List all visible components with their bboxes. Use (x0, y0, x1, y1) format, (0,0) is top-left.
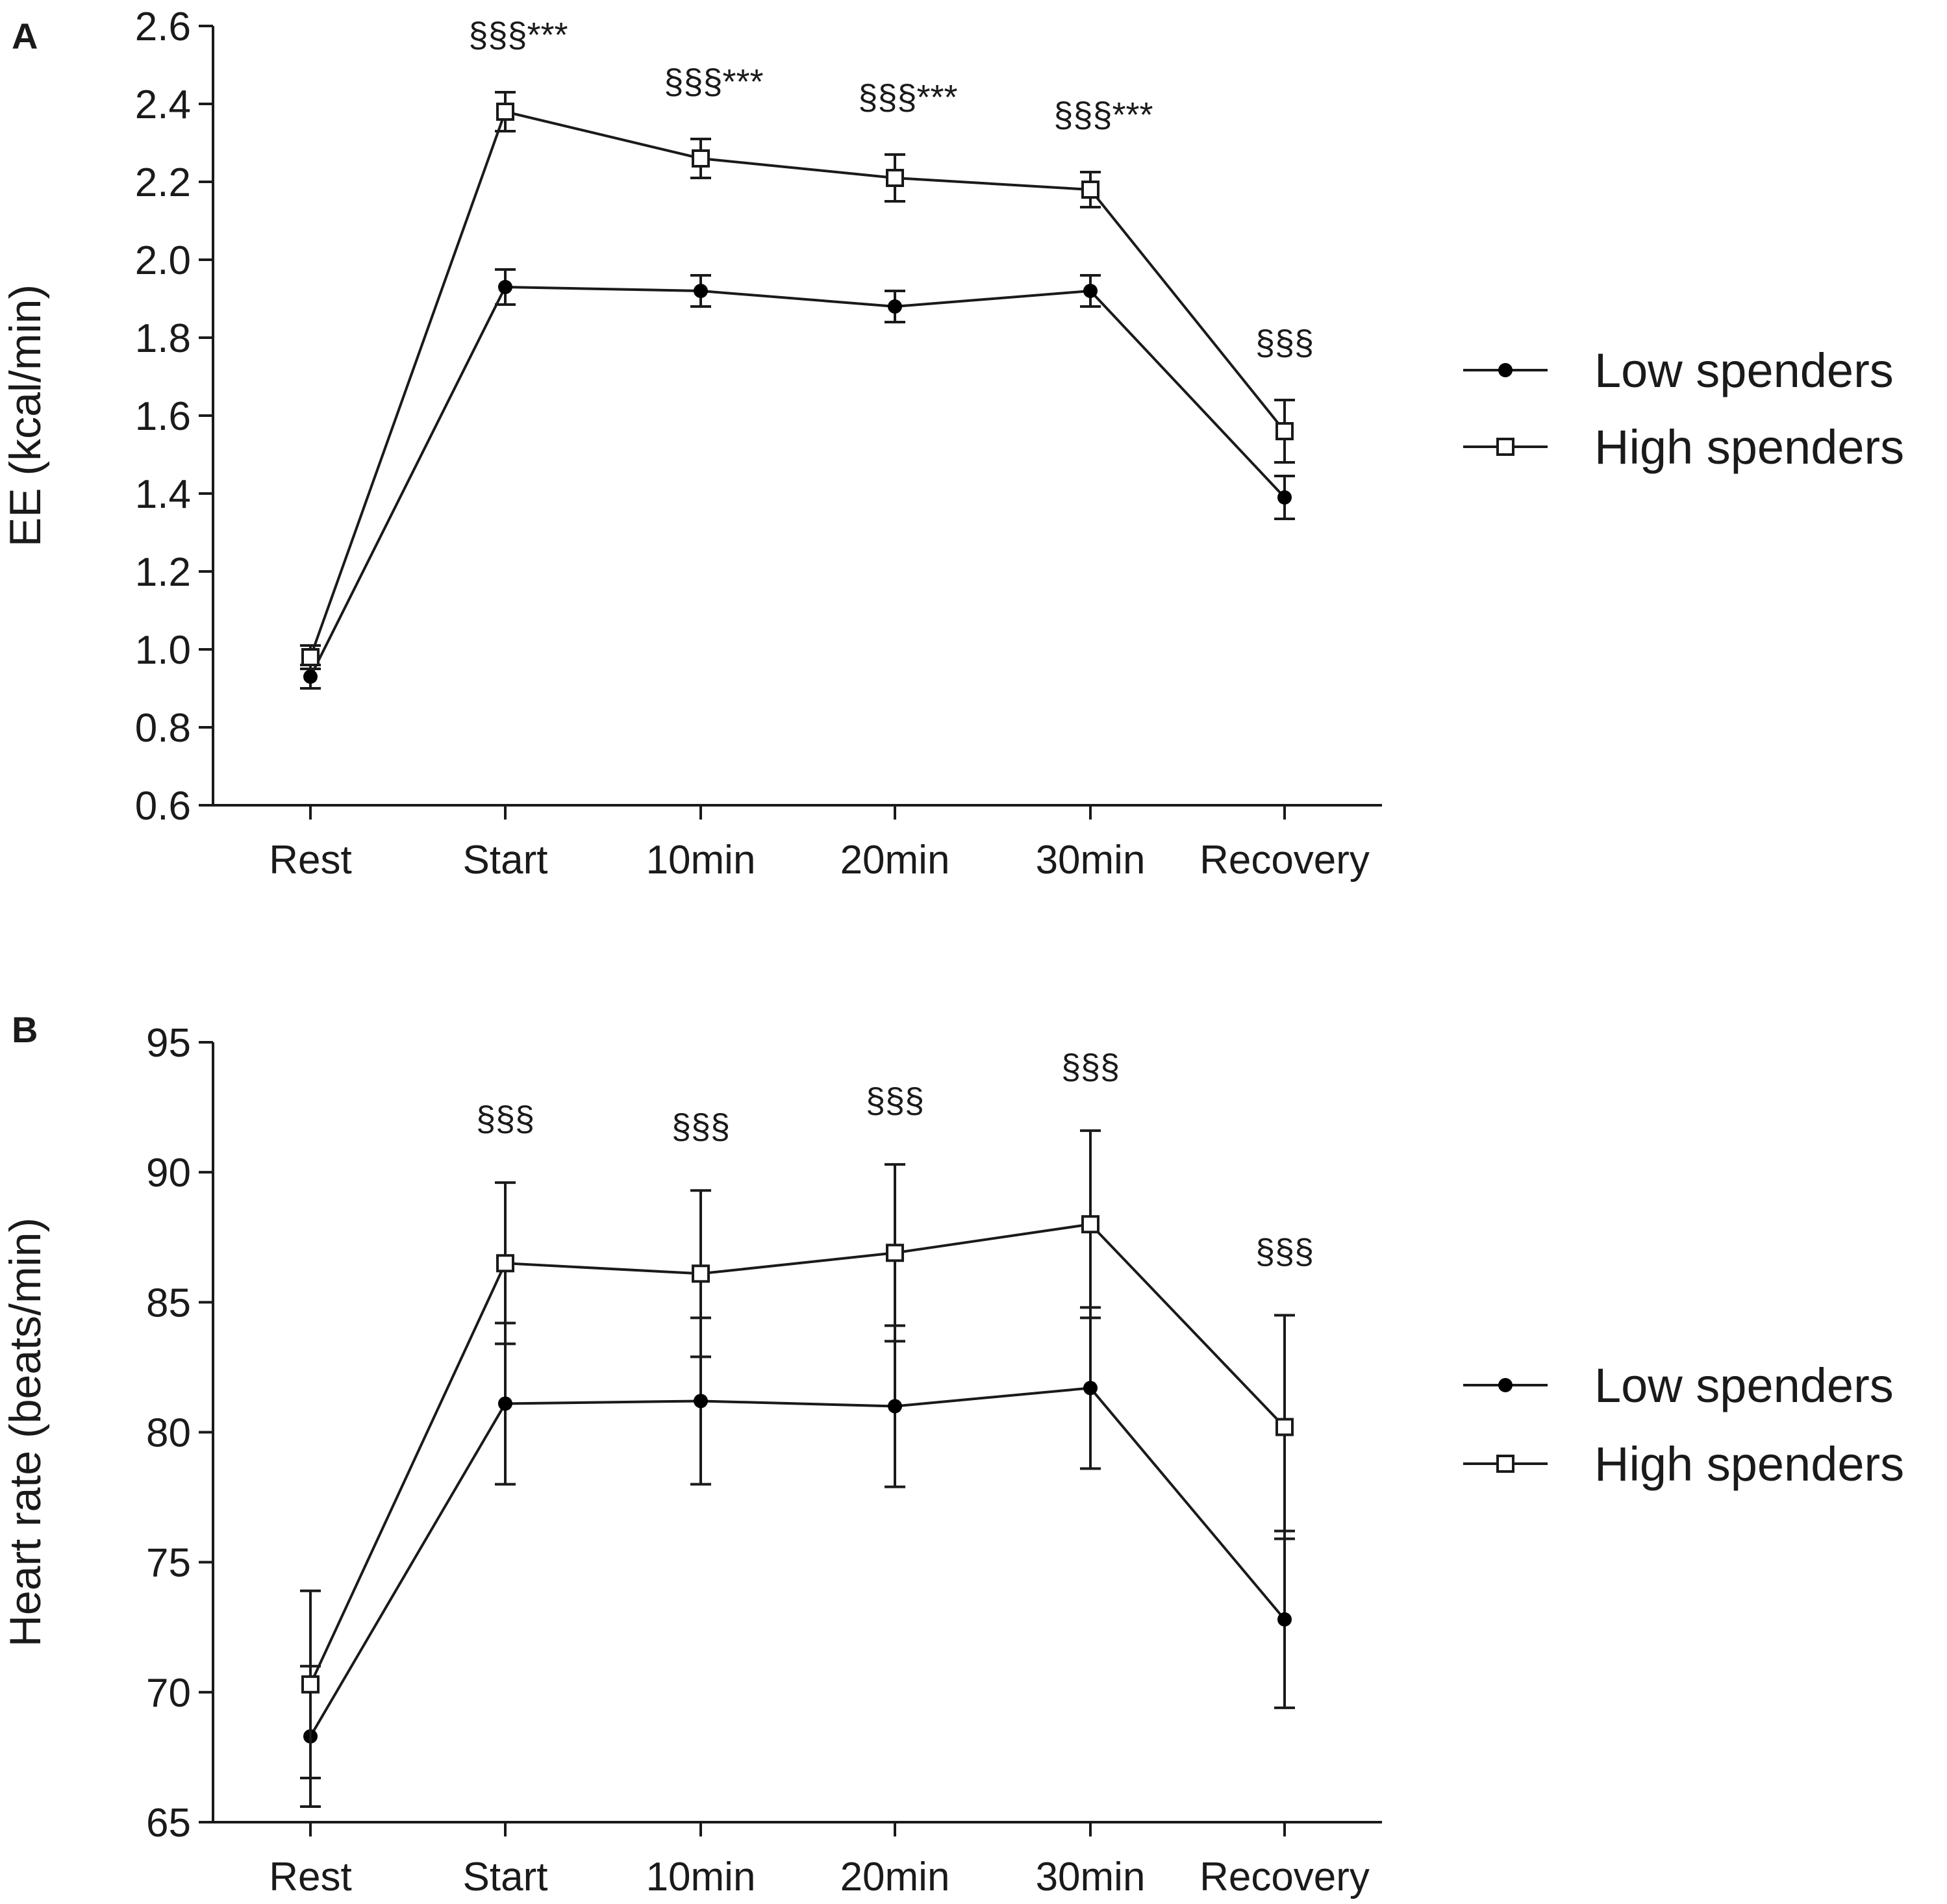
significance-label: §§§*** (664, 62, 763, 101)
legend-label: High spenders (1594, 1437, 1904, 1491)
data-point (303, 670, 318, 684)
data-point (496, 1254, 514, 1273)
y-tick-label: 2.2 (135, 160, 191, 205)
data-point (886, 1244, 904, 1262)
data-point (301, 648, 320, 666)
significance-label: §§§ (476, 1099, 534, 1138)
data-point (886, 169, 904, 187)
data-point (1277, 1612, 1292, 1627)
legend-item: High spenders (1463, 420, 1904, 474)
data-point (1275, 1418, 1294, 1436)
y-tick-label: 0.6 (135, 784, 191, 829)
y-tick-label: 2.6 (135, 5, 191, 49)
y-tick-label: 1.0 (135, 628, 191, 673)
series-high-spenders (300, 91, 1295, 670)
data-point (692, 1264, 710, 1283)
legend-item: Low spenders (1463, 344, 1894, 397)
y-tick-label: 95 (146, 1021, 191, 1066)
x-tick-label: Rest (269, 1855, 351, 1899)
legend-label: Low spenders (1594, 344, 1894, 397)
x-tick-label: 10min (646, 838, 756, 883)
significance-label: §§§*** (858, 78, 957, 117)
x-tick-label: 10min (646, 1855, 756, 1899)
y-tick-label: 70 (146, 1671, 191, 1716)
y-axis-title: EE (kcal/min) (1, 284, 50, 547)
legend-marker (1498, 363, 1513, 377)
data-point (1275, 422, 1294, 440)
significance-label: §§§ (672, 1107, 730, 1146)
series-high-spenders (300, 1129, 1295, 1779)
x-tick-label: 30min (1036, 838, 1146, 883)
series-line (309, 110, 1286, 658)
significance-label: §§§*** (468, 16, 568, 55)
chart-panel-a: A 0.6 0.8 1.0 1.2 1.4 1.6 1.8 2.0 2.2 2.4 2.6 Rest St… (1, 5, 1904, 883)
data-point (1277, 490, 1292, 505)
data-point (888, 299, 902, 314)
significance-label: §§§ (1061, 1047, 1120, 1086)
data-point (694, 1394, 708, 1409)
legend-item: Low spenders (1463, 1359, 1894, 1412)
data-point (888, 1399, 902, 1414)
legend-label: High spenders (1594, 420, 1904, 474)
x-tick-label: Start (463, 1855, 548, 1899)
legend-marker (1496, 1455, 1514, 1473)
data-point (1083, 1381, 1098, 1396)
x-tick-label: Recovery (1200, 1855, 1370, 1899)
data-point (1083, 284, 1098, 298)
y-tick-label: 75 (146, 1541, 191, 1586)
y-tick-label: 85 (146, 1281, 191, 1325)
series-low-spenders (300, 268, 1295, 690)
y-axis-title: Heart rate (beats/min) (1, 1218, 50, 1647)
x-tick-label: 20min (840, 838, 950, 883)
data-point (498, 1396, 512, 1411)
legend-item: High spenders (1463, 1437, 1904, 1491)
y-tick-label: 1.4 (135, 472, 191, 517)
data-point (1081, 181, 1099, 199)
x-tick-label: Rest (269, 838, 351, 883)
significance-label: §§§ (1255, 323, 1314, 362)
y-tick-label: 1.8 (135, 316, 191, 361)
panel-letter: A (12, 16, 38, 56)
y-tick-label: 2.4 (135, 82, 191, 127)
y-tick-label: 1.6 (135, 394, 191, 439)
data-point (496, 103, 514, 121)
legend-marker (1498, 1378, 1513, 1392)
y-tick-label: 65 (146, 1801, 191, 1846)
data-point (301, 1675, 320, 1694)
series-line (309, 285, 1286, 677)
data-point (498, 280, 512, 294)
x-tick-label: 30min (1036, 1855, 1146, 1899)
legend-marker (1496, 438, 1514, 456)
legend-label: Low spenders (1594, 1359, 1894, 1412)
panel-letter: B (12, 1009, 38, 1050)
x-tick-label: Start (463, 838, 548, 883)
data-point (1081, 1215, 1099, 1234)
series-line (309, 1223, 1286, 1685)
series-line (309, 1386, 1286, 1737)
significance-label: §§§ (866, 1081, 924, 1120)
y-tick-label: 2.0 (135, 238, 191, 283)
x-tick-label: 20min (840, 1855, 950, 1899)
data-point (692, 149, 710, 168)
significance-label: §§§ (1255, 1232, 1314, 1271)
y-tick-label: 1.2 (135, 550, 191, 595)
significance-label: §§§*** (1053, 95, 1153, 134)
y-tick-label: 0.8 (135, 706, 191, 751)
y-tick-label: 90 (146, 1151, 191, 1196)
y-tick-label: 80 (146, 1411, 191, 1456)
chart-panel-b: B 65 70 75 80 85 90 95 Rest Start 10min 20min 30min R… (1, 1009, 1904, 1899)
data-point (694, 284, 708, 298)
x-tick-label: Recovery (1200, 838, 1370, 883)
